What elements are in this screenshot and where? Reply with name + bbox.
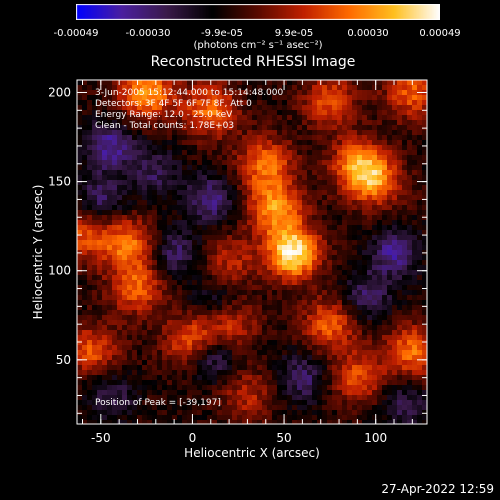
annotation-clean: Clean - Total counts: 1.78E+03 — [95, 121, 235, 131]
y-axis-label: Heliocentric Y (arcsec) — [31, 184, 45, 320]
axis-tick-label: 150 — [48, 175, 71, 189]
footer-date: 27-Apr-2022 12:59 — [381, 482, 494, 496]
colorbar-tick: -0.00049 — [53, 28, 99, 39]
colorbar-units: (photons cm⁻² s⁻¹ asec⁻²) — [193, 40, 323, 51]
axis-tick-label: 100 — [364, 431, 387, 445]
axis-tick-label: 50 — [276, 431, 291, 445]
colorbar — [76, 4, 440, 20]
axis-tick-label: 0 — [189, 431, 197, 445]
axis-ticks: -50 0 50 100 50 100 150 200 — [48, 80, 427, 445]
annotation-detectors: Detectors: 3F 4F 5F 6F 7F 8F, Att 0 — [95, 99, 252, 109]
chart-title: Reconstructed RHESSI Image — [150, 54, 356, 70]
axis-tick-label: 100 — [48, 264, 71, 278]
axis-tick-label: -50 — [91, 431, 111, 445]
axis-tick-label: 50 — [56, 353, 71, 367]
axis-tick-label: 200 — [48, 85, 71, 99]
plot-frame — [76, 79, 428, 425]
annotation-energy: Energy Range: 12.0 - 25.0 keV — [95, 110, 233, 120]
colorbar-tick: 9.9e-05 — [274, 28, 314, 39]
x-axis-label: Heliocentric X (arcsec) — [184, 446, 320, 460]
colorbar-tick: 0.00049 — [419, 28, 461, 39]
annotation-time: 3-Jun-2005 15:12:44.000 to 15:14:48.000 — [95, 88, 284, 98]
annotation-peak: Position of Peak = [-39,197] — [95, 398, 221, 408]
colorbar-tick: 0.00030 — [347, 28, 389, 39]
heatmap-image — [77, 80, 427, 424]
colorbar-tick: -0.00030 — [125, 28, 171, 39]
colorbar-tick: -9.9e-05 — [201, 28, 243, 39]
